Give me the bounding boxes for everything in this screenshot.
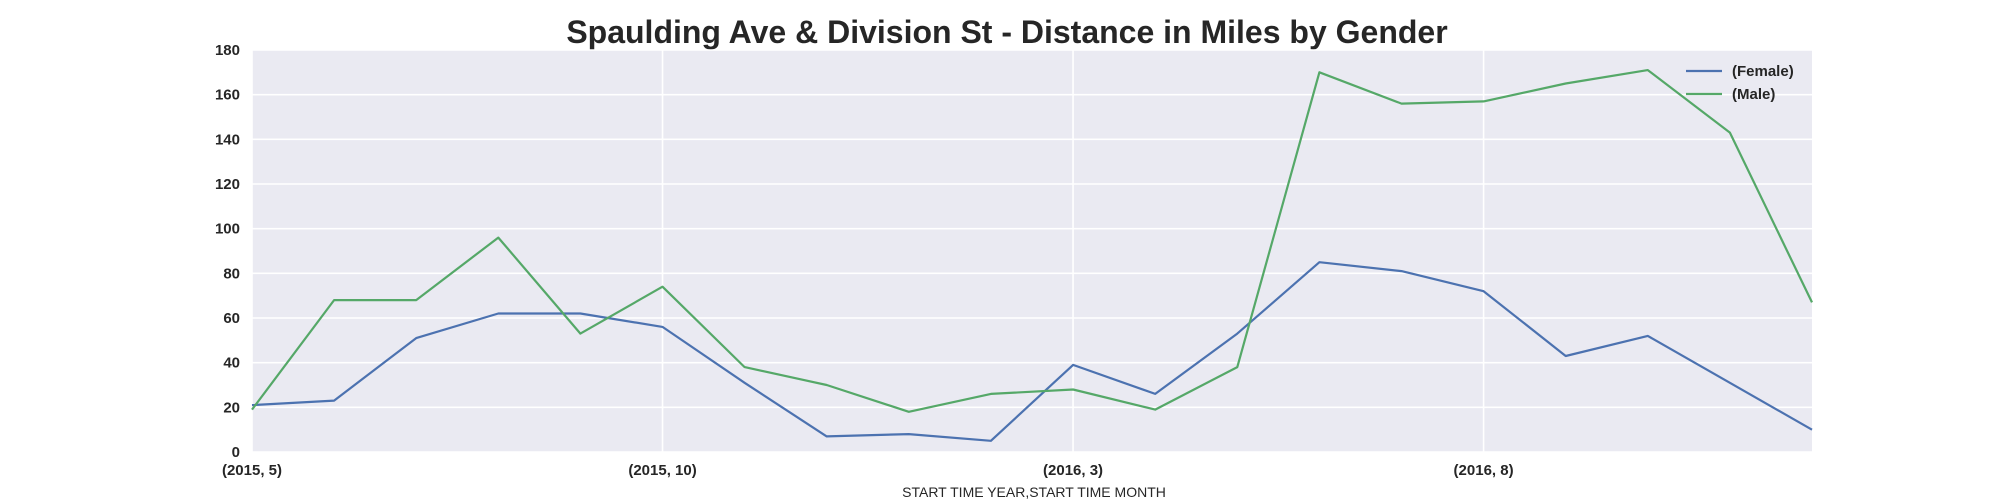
y-tick-label: 0 [232, 444, 240, 461]
y-tick-label: 100 [215, 221, 240, 238]
y-axis: 0 20 40 60 80 100 120 140 160 180 [215, 42, 240, 461]
y-tick-label: 80 [223, 265, 240, 282]
y-tick-label: 120 [215, 176, 240, 193]
x-tick-label: (2016, 3) [1043, 462, 1103, 479]
x-tick-label: (2016, 8) [1454, 462, 1514, 479]
plot-area [252, 50, 1812, 452]
series-line-male [251, 68, 1813, 413]
grid-lines [251, 49, 1812, 453]
y-tick-label: 180 [215, 42, 240, 59]
x-tick-label: (2015, 10) [628, 462, 696, 479]
x-axis-label: START TIME YEAR,START TIME MONTH [902, 484, 1166, 500]
legend: (Female) (Male) [1686, 63, 1794, 103]
series-lines [251, 68, 1813, 442]
series-line-female [251, 261, 1813, 442]
x-axis: (2015, 5) (2015, 10) (2016, 3) (2016, 8) [222, 462, 1514, 479]
y-tick-label: 160 [215, 87, 240, 104]
y-tick-label: 60 [223, 310, 240, 327]
y-tick-label: 40 [223, 355, 240, 372]
y-tick-label: 140 [215, 131, 240, 148]
y-tick-label: 20 [223, 399, 240, 416]
legend-label: (Female) [1732, 63, 1794, 80]
legend-label: (Male) [1732, 86, 1775, 103]
chart-title: Spaulding Ave & Division St - Distance i… [566, 14, 1447, 50]
x-tick-label: (2015, 5) [222, 462, 282, 479]
